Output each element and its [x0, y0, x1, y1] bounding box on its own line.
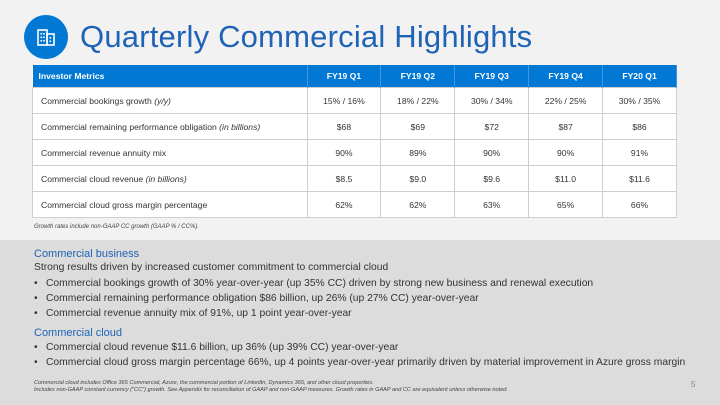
footnote-line: Commercial cloud includes Office 365 Com… — [34, 380, 374, 386]
investor-metrics-table: Investor Metrics FY19 Q1 FY19 Q2 FY19 Q3… — [32, 65, 677, 218]
bullet-icon: • — [34, 293, 38, 304]
row-label-suffix: (in billions) — [219, 121, 261, 132]
table-cell: 30% / 35% — [602, 87, 677, 114]
column-header: FY19 Q2 — [380, 65, 456, 88]
table-header-row: Investor Metrics FY19 Q1 FY19 Q2 FY19 Q3… — [32, 65, 677, 88]
table-cell: 90% — [306, 139, 382, 166]
column-header: FY20 Q1 — [602, 65, 677, 88]
table-cell: 91% — [602, 139, 677, 166]
building-icon-glyph — [37, 29, 55, 46]
row-label-text: Commercial cloud gross margin percentage — [41, 199, 208, 210]
table-cell: 18% / 22% — [380, 87, 456, 114]
list-item: • Commercial remaining performance obliga… — [34, 291, 593, 306]
row-label: Commercial revenue annuity mix — [32, 139, 308, 166]
commercial-cloud-bullets: • Commercial cloud revenue $11.6 billion,… — [34, 340, 685, 370]
table-note: Growth rates include non-GAAP CC growth … — [34, 224, 199, 230]
column-header: FY19 Q1 — [307, 65, 382, 88]
table-cell: 89% — [380, 139, 456, 166]
row-label: Commercial remaining performance obligat… — [32, 113, 308, 140]
table-cell: 66% — [602, 191, 677, 218]
list-item: • Commercial cloud revenue $11.6 billion,… — [34, 340, 685, 355]
column-header: Investor Metrics — [32, 65, 308, 88]
bullet-text: Commercial cloud gross margin percentage… — [46, 357, 686, 368]
row-label: Commercial bookings growth (y/y) — [32, 87, 308, 114]
bullet-text: Commercial cloud revenue $11.6 billion, … — [46, 342, 399, 353]
bullet-text: Commercial bookings growth of 30% year-o… — [46, 278, 594, 289]
table-cell: 90% — [528, 139, 604, 166]
table-cell: 63% — [454, 191, 530, 218]
table-cell: 15% / 16% — [306, 87, 382, 114]
row-label-text: Commercial revenue annuity mix — [41, 147, 167, 158]
row-label-suffix: (y/y) — [154, 95, 171, 106]
commercial-business-summary: Strong results driven by increased custo… — [34, 262, 389, 273]
commercial-business-heading: Commercial business — [34, 248, 140, 260]
page-number: 5 — [691, 380, 696, 389]
row-label: Commercial cloud revenue (in billions) — [32, 165, 308, 192]
row-label-suffix: (in billions) — [145, 173, 187, 184]
table-cell: $72 — [454, 113, 530, 140]
footnote-line: Includes non-GAAP constant currency ("CC… — [34, 387, 508, 393]
list-item: • Commercial cloud gross margin percentag… — [34, 355, 685, 370]
table-row: Commercial cloud revenue (in billions) $… — [32, 165, 677, 192]
row-label: Commercial cloud gross margin percentage — [32, 191, 308, 218]
table-cell: $8.5 — [306, 165, 382, 192]
table-row: Commercial revenue annuity mix 90% 89% 9… — [32, 139, 677, 166]
slide-header: Quarterly Commercial Highlights — [24, 14, 532, 60]
list-item: • Commercial bookings growth of 30% year-… — [34, 276, 593, 291]
row-label-text: Commercial bookings growth — [41, 95, 152, 106]
table-cell: $9.0 — [380, 165, 456, 192]
bullet-text: Commercial revenue annuity mix of 91%, u… — [46, 308, 352, 319]
list-item: • Commercial revenue annuity mix of 91%, … — [34, 306, 593, 321]
table-cell: $69 — [380, 113, 456, 140]
bullet-text: Commercial remaining performance obligat… — [46, 293, 479, 304]
bullet-icon: • — [34, 278, 38, 289]
highlights-panel — [0, 240, 720, 405]
table-row: Commercial remaining performance obligat… — [32, 113, 677, 140]
table-cell: 90% — [454, 139, 530, 166]
commercial-business-bullets: • Commercial bookings growth of 30% year-… — [34, 276, 593, 321]
page-title: Quarterly Commercial Highlights — [80, 19, 533, 54]
row-label-text: Commercial remaining performance obligat… — [41, 121, 217, 132]
table-cell: $87 — [528, 113, 604, 140]
table-cell: 65% — [528, 191, 604, 218]
table-cell: $86 — [602, 113, 677, 140]
table-cell: 30% / 34% — [454, 87, 530, 114]
bullet-icon: • — [34, 342, 38, 353]
table-row: Commercial bookings growth (y/y) 15% / 1… — [32, 87, 677, 114]
table-cell: $9.6 — [454, 165, 530, 192]
table-cell: 62% — [380, 191, 456, 218]
bullet-icon: • — [34, 357, 38, 368]
commercial-cloud-heading: Commercial cloud — [34, 327, 123, 339]
building-icon — [24, 15, 68, 59]
table-row: Commercial cloud gross margin percentage… — [32, 191, 677, 218]
column-header: FY19 Q4 — [528, 65, 604, 88]
table-cell: $11.0 — [528, 165, 604, 192]
table-cell: $68 — [306, 113, 382, 140]
table-cell: 22% / 25% — [528, 87, 604, 114]
row-label-text: Commercial cloud revenue — [41, 173, 144, 184]
bullet-icon: • — [34, 308, 38, 319]
footnotes: Commercial cloud includes Office 365 Com… — [34, 380, 508, 394]
table-cell: 62% — [306, 191, 382, 218]
table-cell: $11.6 — [602, 165, 677, 192]
column-header: FY19 Q3 — [454, 65, 530, 88]
